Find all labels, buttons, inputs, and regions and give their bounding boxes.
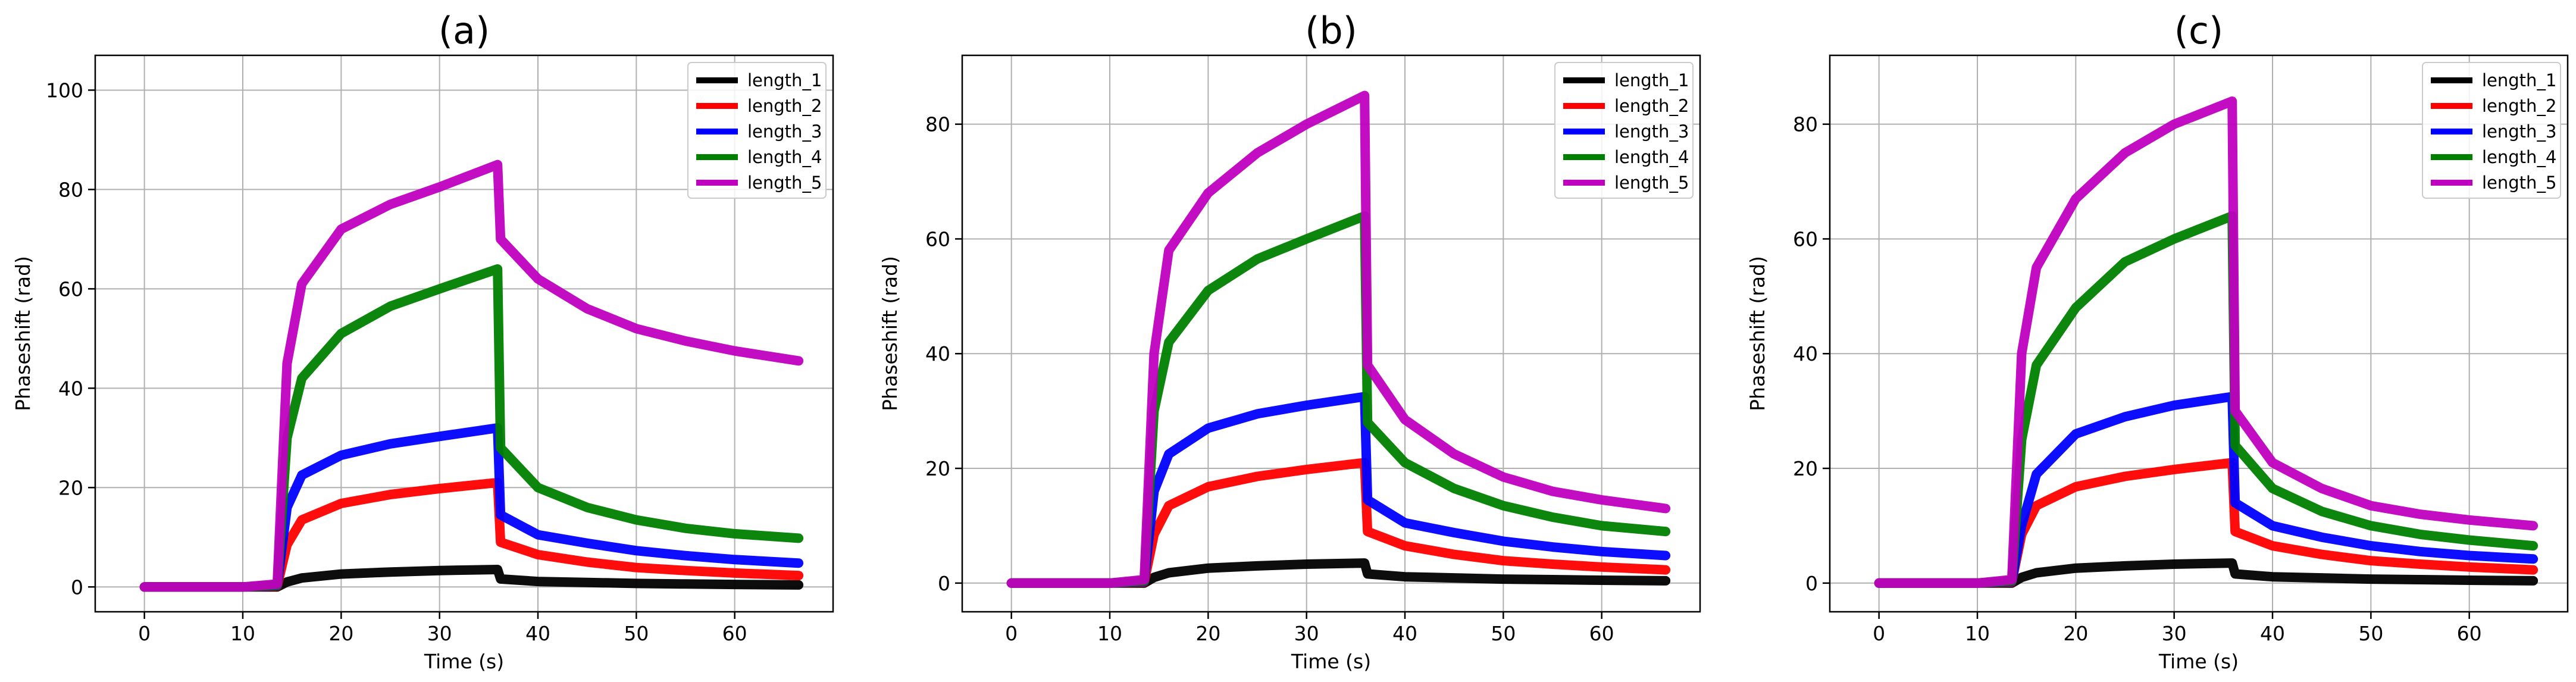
y-tick-label: 20	[1793, 457, 1818, 480]
x-tick-label: 0	[138, 622, 151, 645]
y-tick-label: 100	[46, 79, 83, 102]
y-tick-label: 40	[1793, 342, 1818, 365]
x-tick-label: 20	[328, 622, 353, 645]
series-lines	[139, 159, 804, 592]
y-axis-ticks: 0 20 40 60 80	[1793, 113, 1830, 595]
y-tick-label: 20	[58, 476, 83, 499]
legend-label-length_3: length_3	[747, 121, 822, 142]
x-tick-label: 30	[1294, 622, 1319, 645]
chart-panel-2: 0 10 20 30 40 50 60 0 20 40 60 80 (b) Time (s) Phasesh…	[878, 9, 1701, 673]
y-axis-label: Phaseshift (rad)	[878, 256, 902, 411]
legend-label-length_5: length_5	[1614, 173, 1689, 193]
chart-title: (b)	[1305, 9, 1357, 52]
legend-label-length_2: length_2	[1614, 96, 1689, 116]
y-tick-label: 0	[1805, 572, 1818, 595]
legend: length_1 length_2 length_3 length_4 length_5	[1554, 62, 1694, 199]
x-tick-label: 0	[1005, 622, 1018, 645]
legend-label-length_2: length_2	[2482, 96, 2556, 116]
y-tick-label: 80	[58, 178, 83, 201]
x-tick-label: 40	[1392, 622, 1417, 645]
chart-panel-3: 0 10 20 30 40 50 60 0 20 40 60 80 (c) Time (s) Phasesh…	[1746, 9, 2569, 673]
legend-label-length_5: length_5	[2482, 173, 2556, 193]
x-tick-label: 10	[1965, 622, 1990, 645]
y-tick-label: 60	[925, 227, 950, 251]
x-tick-label: 50	[624, 622, 649, 645]
legend-label-length_4: length_4	[1614, 147, 1689, 167]
series-line-length_5	[139, 159, 804, 592]
legend-label-length_3: length_3	[2482, 121, 2556, 142]
series-lines	[1006, 90, 1671, 588]
legend-box	[1554, 62, 1694, 199]
x-axis-ticks: 0 10 20 30 40 50 60	[138, 612, 747, 645]
legend-label-length_1: length_1	[747, 70, 822, 90]
legend-box	[687, 62, 827, 199]
legend-label-length_4: length_4	[747, 147, 822, 167]
x-tick-label: 10	[230, 622, 255, 645]
axes-frame	[961, 54, 1701, 613]
chart-title: (a)	[439, 9, 490, 52]
x-tick-label: 30	[427, 622, 452, 645]
axes-frame	[94, 54, 834, 613]
x-axis-ticks: 0 10 20 30 40 50 60	[1005, 612, 1614, 645]
x-tick-label: 20	[1195, 622, 1220, 645]
y-tick-label: 60	[58, 277, 83, 301]
x-tick-label: 0	[1873, 622, 1885, 645]
y-axis-label: Phaseshift (rad)	[1746, 256, 1769, 411]
legend-label-length_2: length_2	[747, 96, 822, 116]
y-tick-label: 0	[71, 575, 83, 599]
legend-label-length_5: length_5	[747, 173, 822, 193]
legend-label-length_1: length_1	[1614, 70, 1689, 90]
y-axis-ticks: 0 20 40 60 80	[925, 113, 962, 595]
y-tick-label: 60	[1793, 227, 1818, 251]
legend-label-length_1: length_1	[2482, 70, 2556, 90]
y-tick-label: 40	[925, 342, 950, 365]
x-tick-label: 60	[1589, 622, 1614, 645]
y-axis-label: Phaseshift (rad)	[11, 256, 35, 411]
y-tick-label: 80	[925, 113, 950, 136]
chart-title: (c)	[2174, 9, 2223, 52]
legend: length_1 length_2 length_3 length_4 length_5	[687, 62, 827, 199]
series-line-length_5	[1874, 96, 2539, 588]
legend-label-length_3: length_3	[1614, 121, 1689, 142]
y-axis-ticks: 0 20 40 60 80 100	[46, 79, 95, 599]
axes-frame	[1829, 54, 2569, 613]
x-axis-label: Time (s)	[424, 650, 504, 673]
y-tick-label: 40	[58, 377, 83, 400]
legend-label-length_4: length_4	[2482, 147, 2556, 167]
x-tick-label: 50	[1491, 622, 1516, 645]
x-tick-label: 60	[2457, 622, 2482, 645]
legend-box	[2422, 62, 2561, 199]
y-tick-label: 20	[925, 457, 950, 480]
x-tick-label: 30	[2162, 622, 2187, 645]
y-tick-label: 0	[938, 572, 950, 595]
x-tick-label: 60	[722, 622, 747, 645]
y-tick-label: 80	[1793, 113, 1818, 136]
x-axis-label: Time (s)	[2158, 650, 2239, 673]
x-tick-label: 10	[1097, 622, 1122, 645]
series-lines	[1874, 96, 2539, 588]
x-tick-label: 40	[525, 622, 550, 645]
chart-panel-1: 0 10 20 30 40 50 60 0 20 40 60 80 100 (a) Time (s) Phas…	[11, 9, 834, 673]
series-line-length_5	[1006, 90, 1671, 588]
x-axis-ticks: 0 10 20 30 40 50 60	[1873, 612, 2482, 645]
x-axis-label: Time (s)	[1291, 650, 1371, 673]
x-tick-label: 40	[2260, 622, 2285, 645]
x-tick-label: 50	[2358, 622, 2383, 645]
x-tick-label: 20	[2063, 622, 2088, 645]
legend: length_1 length_2 length_3 length_4 length_5	[2422, 62, 2561, 199]
